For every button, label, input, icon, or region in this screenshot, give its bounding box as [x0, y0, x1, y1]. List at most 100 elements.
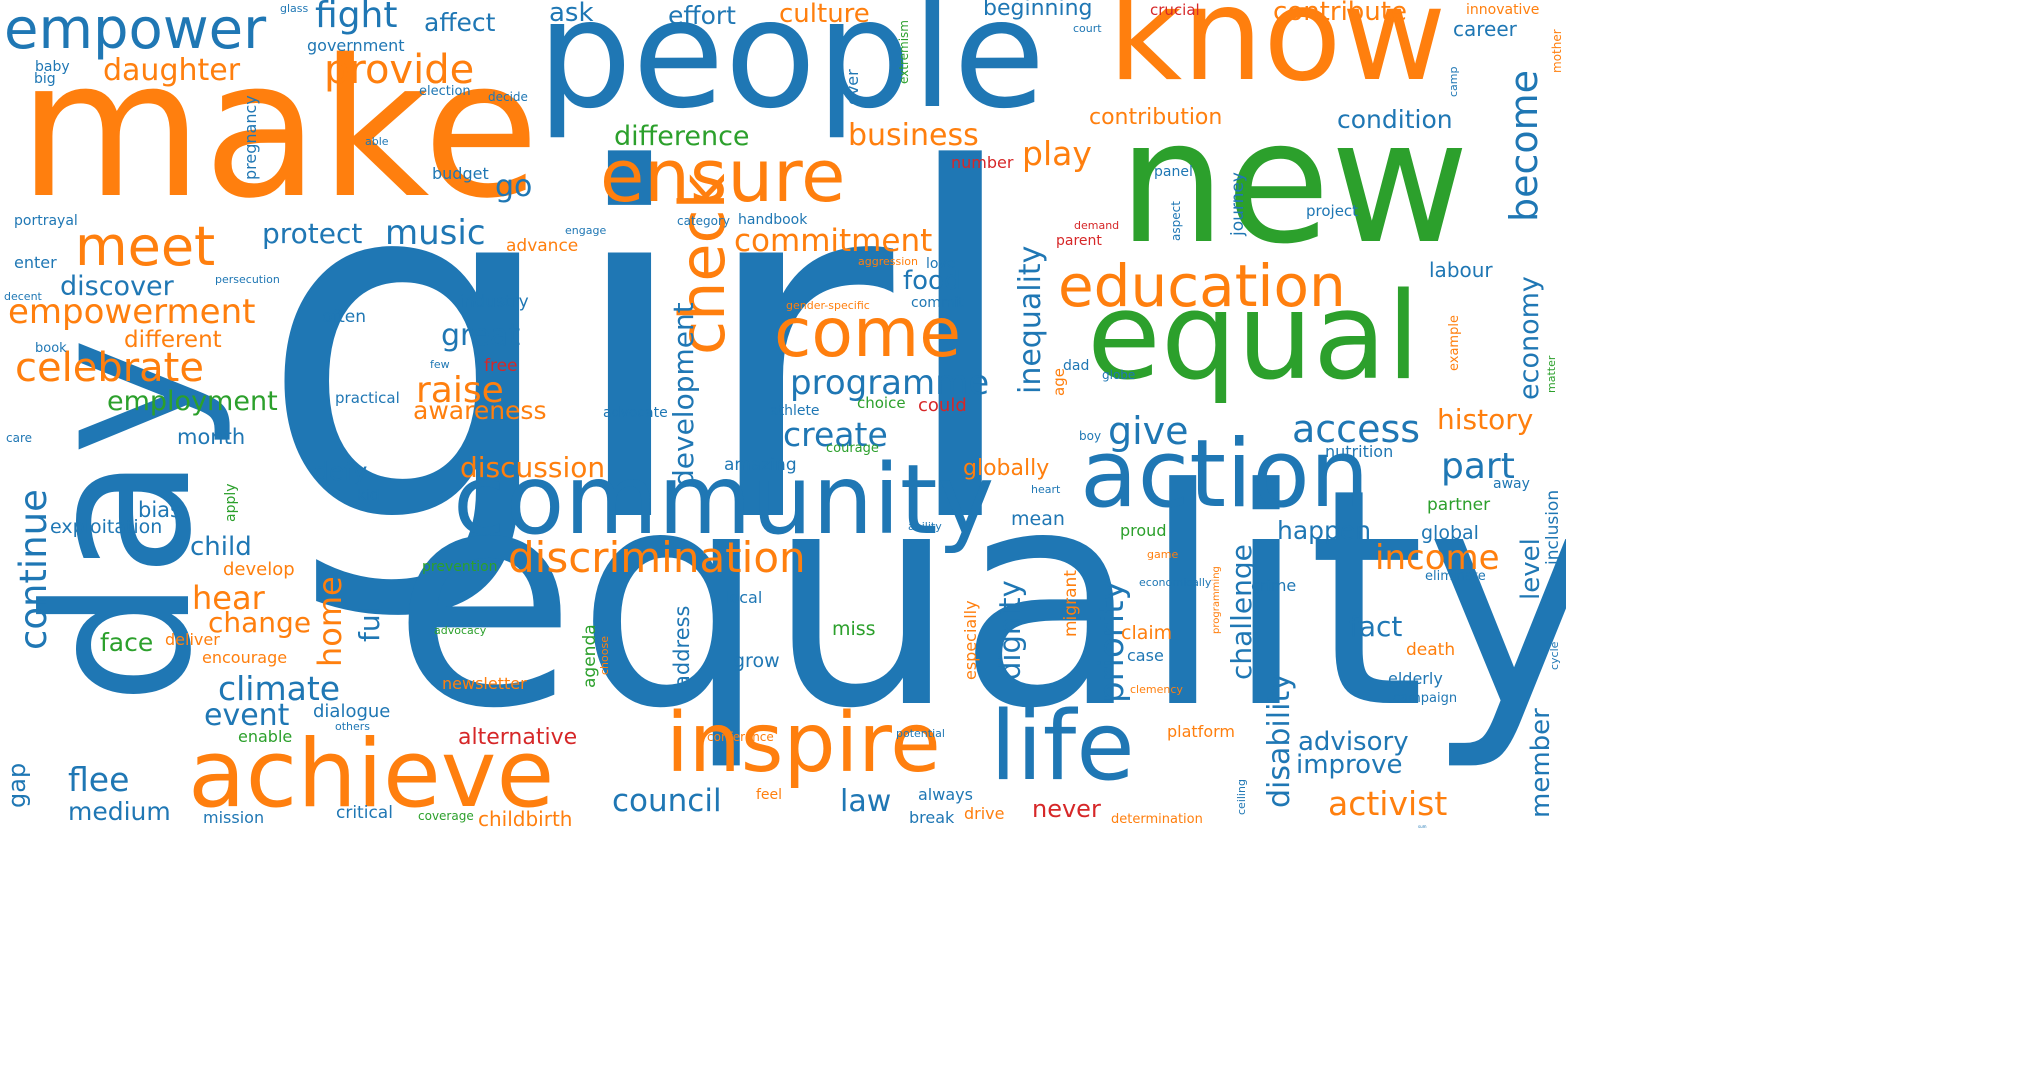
word-newsletter: newsletter — [442, 674, 527, 693]
word-programming: programming — [1211, 566, 1222, 634]
word-awareness: awareness — [413, 396, 547, 425]
word-equality: equality — [392, 425, 1566, 774]
word-cloud: girl equality make people know new equal day com… — [3, 0, 1566, 829]
word-ability: ability — [908, 520, 942, 533]
word-fight: fight — [315, 0, 398, 36]
word-camp: camp — [1447, 66, 1460, 98]
word-bias: bias — [138, 498, 181, 522]
word-love: love — [926, 256, 956, 272]
word-cycle: cycle — [1548, 641, 1561, 670]
word-global: global — [1421, 522, 1479, 544]
word-law: law — [840, 784, 892, 819]
word-address: address — [670, 605, 694, 688]
word-drive: drive — [964, 804, 1005, 823]
word-effort: effort — [668, 1, 736, 30]
word-labour: labour — [1429, 258, 1493, 282]
word-dialogue: dialogue — [313, 701, 391, 722]
word-category: category — [677, 214, 731, 228]
word-commitment: commitment — [734, 223, 933, 259]
word-give: give — [1108, 409, 1189, 453]
word-discussion: discussion — [460, 451, 606, 484]
word-advance: advance — [506, 236, 579, 256]
word-improve: improve — [1296, 750, 1403, 780]
word-enable: enable — [238, 727, 293, 746]
word-could: could — [918, 395, 967, 416]
word-home: home — [311, 576, 349, 667]
word-gender-specific: gender-specific — [786, 299, 870, 312]
word-proud: proud — [1120, 521, 1167, 540]
word-history: history — [1437, 403, 1534, 436]
word-discover: discover — [60, 271, 174, 302]
word-death: death — [1406, 640, 1456, 660]
word-mother: mother — [1550, 29, 1564, 73]
word-beginning: beginning — [983, 0, 1093, 21]
word-part: part — [1441, 446, 1515, 487]
word-daughter: daughter — [103, 53, 241, 88]
word-discrimination: discrimination — [508, 533, 806, 582]
word-challenge: challenge — [1225, 544, 1258, 680]
word-coverage: coverage — [418, 809, 474, 823]
word-dad: dad — [1063, 358, 1090, 374]
word-panel: panel — [1154, 164, 1193, 180]
word-economy: economy — [1514, 276, 1545, 400]
word-always: always — [918, 785, 973, 804]
word-case: case — [1127, 646, 1164, 665]
word-commit: commit — [911, 295, 964, 311]
word-never: never — [1032, 795, 1101, 823]
word-apply: apply — [223, 483, 239, 522]
word-example: example — [1447, 315, 1462, 371]
word-know: know — [1108, 0, 1447, 110]
word-mean: mean — [1011, 508, 1065, 530]
word-education: education — [1058, 252, 1346, 320]
word-continue: continue — [12, 489, 55, 650]
word-heart: heart — [1031, 483, 1061, 496]
word-journey: journey — [1228, 172, 1248, 236]
word-event: event — [204, 698, 290, 733]
word-music: music — [385, 213, 486, 253]
word-number: number — [951, 153, 1014, 172]
word-gap: gap — [3, 762, 31, 808]
word-court: court — [1073, 22, 1102, 35]
word-elderly: elderly — [1388, 669, 1443, 688]
word-inspire: inspire — [666, 696, 941, 791]
word-crime: crime — [1251, 576, 1297, 595]
word-dignity: dignity — [993, 580, 1027, 680]
word-income: income — [1375, 538, 1500, 578]
word-different: different — [124, 327, 222, 353]
word-affect: affect — [424, 8, 496, 37]
word-glass: glass — [280, 2, 309, 15]
word-become: become — [1502, 69, 1546, 222]
word-achieve: achieve — [188, 720, 555, 829]
word-happen: happen — [1277, 516, 1372, 545]
word-globally: globally — [963, 456, 1050, 481]
word-baby: baby — [35, 59, 70, 75]
word-enter: enter — [14, 253, 57, 272]
word-change: change — [208, 606, 312, 639]
word-develop: develop — [223, 559, 295, 580]
word-ever: ever — [843, 69, 862, 105]
word-age: age — [1050, 368, 1068, 396]
word-sum: sum — [1418, 824, 1427, 829]
word-advisory: advisory — [1298, 727, 1409, 757]
word-child: child — [190, 532, 252, 562]
word-care: care — [6, 431, 33, 445]
word-culture: culture — [779, 0, 870, 29]
word-inequality: inequality — [1013, 245, 1048, 394]
word-contribution: contribution — [1089, 105, 1223, 130]
word-clemency: clemency — [1130, 683, 1183, 696]
word-contribute: contribute — [1273, 0, 1407, 27]
word-business: business — [848, 118, 979, 153]
word-boy: boy — [1079, 429, 1102, 443]
word-critical: critical — [336, 803, 393, 823]
word-away: away — [1493, 476, 1530, 492]
word-hear: hear — [192, 579, 265, 617]
word-agenda: agenda — [580, 624, 600, 688]
word-game: game — [1147, 548, 1179, 561]
word-empower: empower — [4, 0, 267, 62]
word-inclusion: inclusion — [1543, 489, 1563, 565]
word-council: council — [612, 783, 722, 819]
word-portrayal: portrayal — [14, 213, 78, 229]
word-crucial: crucial — [1150, 1, 1200, 19]
word-programme: programme — [790, 363, 990, 403]
word-aggression: aggression — [858, 255, 918, 268]
